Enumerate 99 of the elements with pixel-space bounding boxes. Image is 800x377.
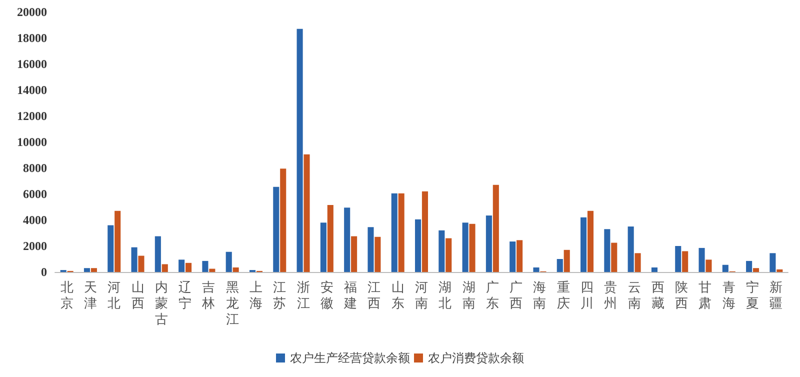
x-tick-label: 湖北 — [438, 280, 452, 312]
bar — [162, 264, 168, 272]
x-tick-label: 西藏 — [651, 280, 664, 312]
bar — [580, 217, 587, 272]
bar — [556, 259, 563, 272]
x-tick-label: 青海 — [722, 280, 736, 312]
bar — [351, 236, 358, 272]
x-tick-label: 四川 — [580, 280, 594, 312]
bar — [273, 186, 280, 272]
x-tick-label: 上海 — [249, 280, 262, 312]
x-tick-label: 江西 — [368, 280, 381, 312]
x-tick-label: 辽宁 — [178, 280, 192, 312]
bar — [486, 215, 492, 272]
bar — [462, 222, 468, 272]
y-tick-label: 8000 — [23, 161, 47, 175]
bar — [391, 193, 398, 272]
bar — [776, 269, 783, 272]
bar — [510, 241, 516, 272]
bar — [628, 226, 634, 272]
bar — [209, 268, 216, 272]
bar — [186, 262, 192, 272]
bar — [202, 260, 208, 272]
x-tick-label: 吉林 — [201, 280, 216, 312]
bar — [698, 248, 705, 272]
x-tick-label: 山西 — [131, 280, 144, 312]
x-tick-label: 甘肃 — [698, 280, 712, 312]
bar — [492, 184, 499, 272]
y-tick-label: 16000 — [17, 57, 47, 71]
bar — [564, 250, 570, 272]
bar — [752, 268, 760, 272]
x-tick-label: 湖南 — [462, 280, 476, 312]
bar — [108, 225, 114, 272]
bar — [178, 260, 185, 272]
y-tick-label: 6000 — [23, 187, 47, 201]
bar — [327, 205, 334, 272]
x-tick-label: 北京 — [60, 280, 74, 312]
bar — [398, 193, 404, 272]
y-tick-label: 14000 — [17, 83, 47, 97]
x-tick-label: 重庆 — [556, 280, 570, 312]
x-tick-label: 宁夏 — [746, 280, 760, 312]
bar — [304, 154, 310, 272]
x-tick-label: 天津 — [84, 280, 97, 312]
bar — [706, 260, 712, 272]
bar — [770, 253, 776, 272]
bar — [722, 264, 728, 272]
y-tick-label: 2000 — [23, 239, 47, 253]
x-tick-label: 山东 — [391, 280, 404, 312]
x-tick-label: 河北 — [108, 280, 121, 312]
bar — [604, 229, 610, 272]
x-tick-label: 陕西 — [675, 280, 688, 312]
bar — [469, 224, 476, 272]
bar — [114, 210, 121, 272]
bar — [154, 236, 161, 272]
bar — [611, 242, 618, 272]
x-tick-label: 海南 — [533, 280, 546, 312]
bar — [374, 236, 381, 272]
y-tick-label: 18000 — [17, 31, 47, 45]
bar — [138, 256, 144, 272]
bar — [232, 267, 239, 272]
bar — [368, 227, 374, 272]
bar — [682, 251, 688, 272]
x-tick-label: 江苏 — [273, 280, 286, 312]
bar — [675, 246, 682, 272]
x-tick-label: 河南 — [415, 280, 428, 312]
bar — [746, 260, 752, 272]
bar — [446, 238, 452, 272]
y-tick-label: 12000 — [17, 109, 47, 123]
x-tick-label: 浙江 — [296, 280, 310, 312]
y-tick-label: 0 — [41, 265, 47, 279]
y-tick-label: 20000 — [17, 5, 47, 19]
bar — [280, 168, 286, 272]
bar — [90, 268, 97, 272]
bar — [226, 252, 232, 272]
bar — [587, 210, 594, 272]
bar — [533, 267, 540, 272]
bar — [634, 253, 641, 272]
x-tick-label: 贵州 — [604, 280, 618, 312]
bar — [84, 268, 90, 272]
bar — [422, 191, 428, 272]
x-tick-label: 黑龙江 — [226, 280, 239, 328]
y-tick-label: 4000 — [23, 213, 47, 227]
bar — [344, 208, 350, 272]
y-tick-label: 10000 — [17, 135, 47, 149]
x-tick-label: 安徽 — [320, 280, 334, 312]
bar — [651, 267, 658, 272]
bar — [296, 28, 303, 272]
bar — [415, 219, 422, 272]
legend-label: 农户生产经营贷款余额 — [290, 351, 410, 365]
bar — [131, 247, 138, 272]
legend-label: 农户消费贷款余额 — [428, 351, 524, 365]
x-tick-label: 广东 — [486, 280, 499, 312]
x-tick-label: 福建 — [343, 280, 358, 312]
x-tick-label: 内蒙古 — [154, 280, 168, 328]
x-tick-label: 广西 — [510, 280, 523, 312]
x-tick-label: 新疆 — [770, 280, 783, 312]
bar — [438, 230, 445, 272]
bar — [516, 240, 523, 272]
x-tick-label: 云南 — [628, 280, 641, 312]
bar — [320, 222, 326, 272]
